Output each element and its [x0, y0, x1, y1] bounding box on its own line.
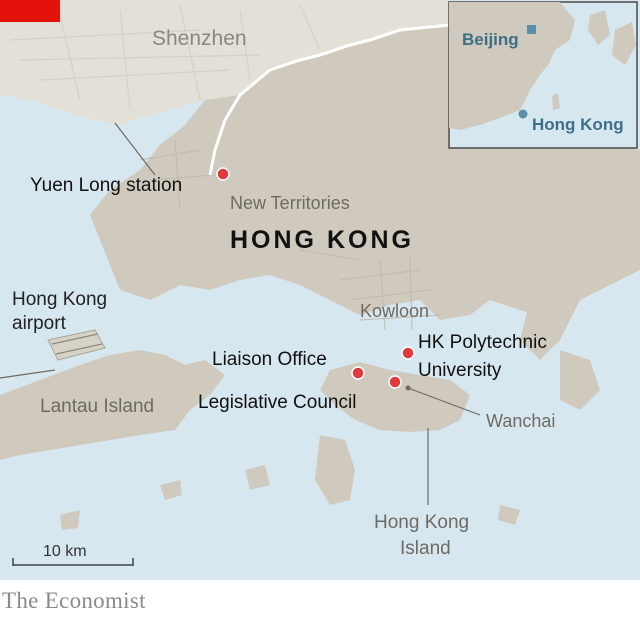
economist-red-tag — [0, 0, 60, 22]
urban-streets — [139, 139, 441, 331]
leader-lines — [0, 122, 481, 505]
small-island-2 — [160, 480, 182, 500]
label-polyu-line1: HK Polytechnic — [418, 332, 547, 353]
marker-liaison-office — [351, 366, 365, 380]
mainland-landmass — [0, 0, 450, 125]
label-shenzhen: Shenzhen — [152, 27, 247, 50]
inset-label-hong-kong: Hong Kong — [532, 115, 624, 134]
inset-taiwan — [552, 93, 560, 110]
label-airport-line2: airport — [12, 313, 67, 334]
label-new-territories: New Territories — [230, 193, 350, 213]
lamma-island — [315, 435, 355, 505]
wanchai-dot — [405, 385, 411, 391]
scale-bar — [12, 558, 134, 566]
shenzhen-streets — [9, 4, 321, 111]
airport-runways — [51, 333, 103, 355]
sai-kung-islands — [560, 350, 600, 410]
marker-yuen-long — [216, 167, 230, 181]
marker-polyu — [401, 346, 415, 360]
border-line — [208, 23, 451, 176]
label-wanchai: Wanchai — [486, 411, 555, 431]
inset-label-beijing: Beijing — [462, 30, 519, 49]
hong-kong-map: Shenzhen New Territories HONG KONG Kowlo… — [0, 0, 640, 580]
label-lantau: Lantau Island — [40, 396, 154, 417]
label-kowloon: Kowloon — [360, 301, 429, 321]
brand-footer: The Economist — [2, 588, 146, 613]
inset-china-land — [449, 2, 575, 130]
small-island-4 — [60, 510, 80, 530]
inset-map: Beijing Hong Kong — [448, 1, 638, 149]
inset-japan — [612, 22, 636, 65]
label-polyu-line2: University — [418, 360, 502, 381]
marker-legco — [388, 375, 402, 389]
label-liaison-office: Liaison Office — [212, 349, 327, 370]
label-hk-island-line1: Hong Kong — [374, 512, 469, 533]
label-yuen-long-station: Yuen Long station — [30, 175, 182, 196]
lantau-island — [0, 350, 225, 460]
inset-korea — [588, 10, 610, 45]
inset-hong-kong-marker — [518, 109, 528, 119]
small-island-1 — [245, 465, 270, 490]
label-hk-island-line2: Island — [400, 538, 451, 559]
label-airport-line1: Hong Kong — [12, 289, 107, 310]
scale-bar-label: 10 km — [43, 543, 87, 560]
label-hong-kong-region: HONG KONG — [230, 226, 414, 254]
label-legislative-council: Legislative Council — [198, 392, 356, 413]
small-island-3 — [498, 505, 520, 525]
inset-beijing-marker — [527, 25, 536, 34]
eastern-peninsula — [515, 160, 630, 360]
